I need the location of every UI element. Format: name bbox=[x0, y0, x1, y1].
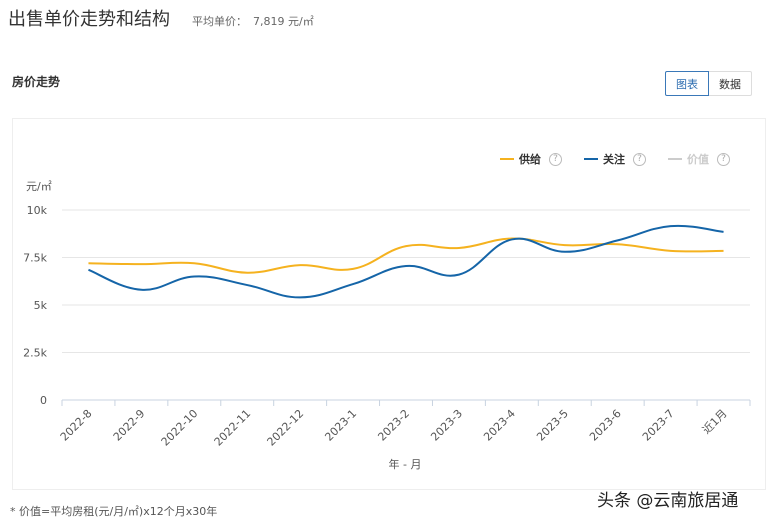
average-price-value: 7,819 元/㎡ bbox=[253, 15, 314, 28]
section-title: 房价走势 bbox=[12, 75, 61, 89]
x-tick-label: 2023-1 bbox=[322, 407, 359, 444]
x-tick-label: 近1月 bbox=[700, 407, 730, 437]
x-tick-label: 2022-12 bbox=[265, 407, 307, 449]
legend-item-value[interactable]: 价值 ? bbox=[668, 151, 730, 167]
question-circle-icon[interactable]: ? bbox=[549, 152, 562, 166]
y-tick-label: 0 bbox=[40, 394, 47, 407]
legend-label: 供给 bbox=[519, 153, 541, 166]
y-tick-label: 2.5k bbox=[23, 347, 47, 360]
legend-item-supply[interactable]: 供给 ? bbox=[500, 151, 562, 167]
question-circle-icon[interactable]: ? bbox=[717, 152, 730, 166]
supply-swatch-icon bbox=[500, 158, 514, 160]
page-header: 出售单价走势和结构 平均单价： 7,819 元/㎡ bbox=[8, 5, 314, 31]
y-tick-label: 7.5k bbox=[23, 252, 47, 265]
x-tick-label: 2022-11 bbox=[212, 407, 254, 449]
x-tick-label: 2023-3 bbox=[428, 407, 465, 444]
x-tick-label: 2022-9 bbox=[111, 407, 148, 444]
value-swatch-icon bbox=[668, 158, 682, 160]
view-toggle: 图表 数据 bbox=[665, 71, 752, 96]
y-tick-label: 10k bbox=[27, 204, 48, 217]
x-axis-label: 年 - 月 bbox=[389, 457, 422, 471]
x-tick-label: 2022-8 bbox=[58, 407, 95, 444]
legend-label: 关注 bbox=[603, 153, 625, 166]
y-axis-unit-label: 元/㎡ bbox=[26, 180, 52, 193]
x-tick-label: 2023-4 bbox=[481, 407, 518, 444]
chart-card bbox=[12, 118, 766, 490]
data-view-button[interactable]: 数据 bbox=[709, 71, 752, 96]
x-tick-label: 2023-6 bbox=[587, 407, 624, 444]
y-tick-label: 5k bbox=[34, 299, 48, 312]
chart-view-button[interactable]: 图表 bbox=[665, 71, 709, 96]
footnote: * 价值=平均房租(元/月/㎡)x12个月x30年 bbox=[10, 505, 218, 518]
average-price: 平均单价： 7,819 元/㎡ bbox=[192, 13, 314, 29]
attention-swatch-icon bbox=[584, 158, 598, 160]
question-circle-icon[interactable]: ? bbox=[633, 152, 646, 166]
legend-item-attention[interactable]: 关注 ? bbox=[584, 151, 646, 167]
x-tick-label: 2023-5 bbox=[534, 407, 571, 444]
x-tick-label: 2023-2 bbox=[375, 407, 412, 444]
x-tick-label: 2023-7 bbox=[640, 407, 677, 444]
chart-legend: 供给 ? 关注 ? 价值 ? bbox=[500, 151, 730, 167]
series-line-关注[interactable] bbox=[88, 224, 724, 299]
x-tick-label: 2022-10 bbox=[159, 407, 201, 449]
legend-label: 价值 bbox=[687, 153, 709, 166]
series-line-供给[interactable] bbox=[88, 237, 724, 274]
watermark: 头条 @云南旅居通 bbox=[597, 491, 739, 511]
page-title: 出售单价走势和结构 bbox=[8, 9, 170, 30]
average-price-label: 平均单价： bbox=[192, 15, 247, 28]
